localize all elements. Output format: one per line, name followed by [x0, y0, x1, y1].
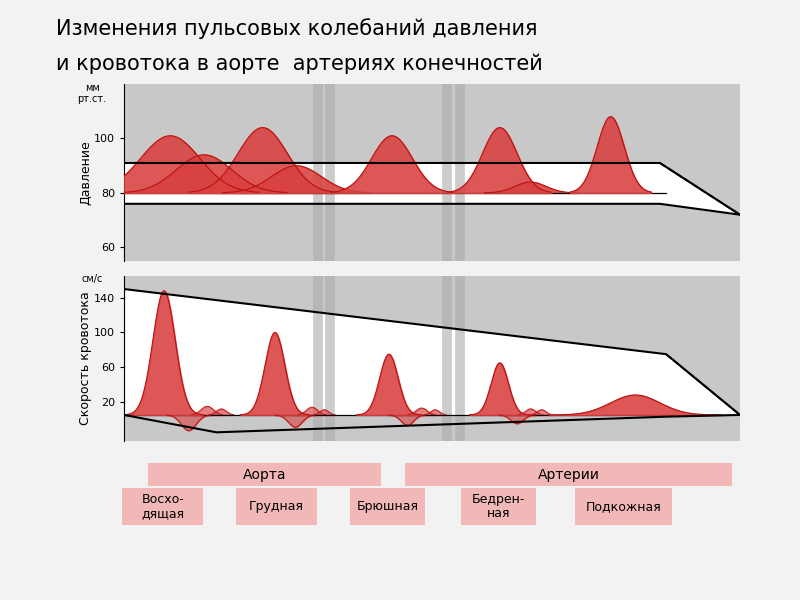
- Text: и кровотока в аорте  артериях конечностей: и кровотока в аорте артериях конечностей: [56, 54, 542, 74]
- Text: Аорта: Аорта: [242, 467, 286, 482]
- Polygon shape: [124, 163, 740, 215]
- Text: см/с: см/с: [82, 274, 102, 284]
- Y-axis label: Давление: Давление: [79, 140, 93, 205]
- Y-axis label: Скорость кровотока: Скорость кровотока: [79, 292, 93, 425]
- Text: Грудная: Грудная: [249, 500, 304, 513]
- Text: Изменения пульсовых колебаний давления: Изменения пульсовых колебаний давления: [56, 18, 538, 39]
- Text: мм
рт.ст.: мм рт.ст.: [78, 83, 106, 104]
- Text: Брюшная: Брюшная: [357, 500, 419, 513]
- Polygon shape: [124, 289, 740, 415]
- Text: Восхо-
дящая: Восхо- дящая: [141, 493, 184, 520]
- Text: Артерии: Артерии: [538, 467, 599, 482]
- Text: Бедрен-
ная: Бедрен- ная: [472, 493, 526, 520]
- Text: Подкожная: Подкожная: [586, 500, 662, 513]
